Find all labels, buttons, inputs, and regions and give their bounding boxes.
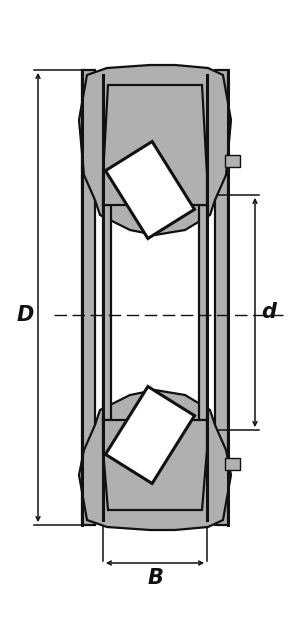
Text: D: D bbox=[16, 305, 34, 325]
Polygon shape bbox=[106, 386, 194, 484]
Polygon shape bbox=[79, 390, 231, 530]
Polygon shape bbox=[225, 458, 240, 470]
Polygon shape bbox=[103, 205, 207, 420]
Polygon shape bbox=[103, 420, 207, 510]
Polygon shape bbox=[199, 205, 207, 420]
Polygon shape bbox=[106, 141, 194, 239]
Polygon shape bbox=[103, 205, 111, 420]
Text: d: d bbox=[262, 302, 277, 322]
Polygon shape bbox=[225, 155, 240, 167]
Polygon shape bbox=[82, 70, 95, 525]
Polygon shape bbox=[215, 70, 228, 525]
Text: B: B bbox=[147, 568, 163, 588]
Polygon shape bbox=[103, 85, 207, 205]
Polygon shape bbox=[79, 65, 231, 235]
